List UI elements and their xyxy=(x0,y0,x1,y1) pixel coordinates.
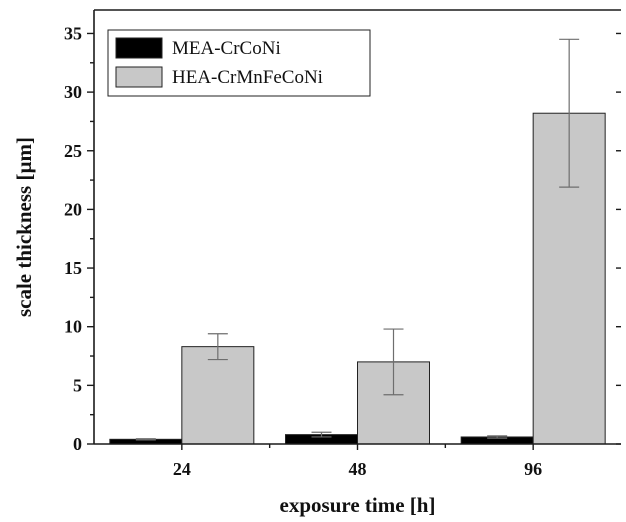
y-tick-label: 30 xyxy=(64,82,82,102)
legend-label: MEA-CrCoNi xyxy=(172,38,281,59)
y-tick-label: 25 xyxy=(64,141,82,161)
plot-area xyxy=(109,38,606,445)
x-tick-label: 96 xyxy=(524,459,542,479)
y-tick-label: 15 xyxy=(64,258,82,278)
x-tick-label: 48 xyxy=(349,459,367,479)
y-tick-label: 35 xyxy=(64,23,82,43)
x-tick-label: 24 xyxy=(173,459,191,479)
legend: MEA-CrCoNi HEA-CrMnFeCoNi xyxy=(107,29,371,97)
error-bar-hea-48h xyxy=(383,328,404,396)
error-bar-mea-96h xyxy=(487,435,508,439)
legend-swatch xyxy=(115,66,163,88)
error-bar-hea-96h xyxy=(559,38,580,188)
y-tick-label: 5 xyxy=(73,375,82,395)
legend-label: HEA-CrMnFeCoNi xyxy=(172,67,323,88)
y-tick-label: 20 xyxy=(64,199,82,219)
y-tick-label: 10 xyxy=(64,317,82,337)
error-bar-mea-48h xyxy=(311,431,332,438)
bar-hea-24h xyxy=(181,346,255,445)
axes: 24 48 96 0 5 10 15 20 25 30 35 xyxy=(64,9,621,479)
x-axis-title: exposure time [h] xyxy=(280,493,436,517)
y-tick-label: 0 xyxy=(73,434,82,454)
error-bar-mea-24h xyxy=(135,438,156,441)
legend-swatch xyxy=(115,37,163,59)
y-axis-title: scale thickness [µm] xyxy=(12,137,36,317)
error-bar-hea-24h xyxy=(207,333,228,361)
